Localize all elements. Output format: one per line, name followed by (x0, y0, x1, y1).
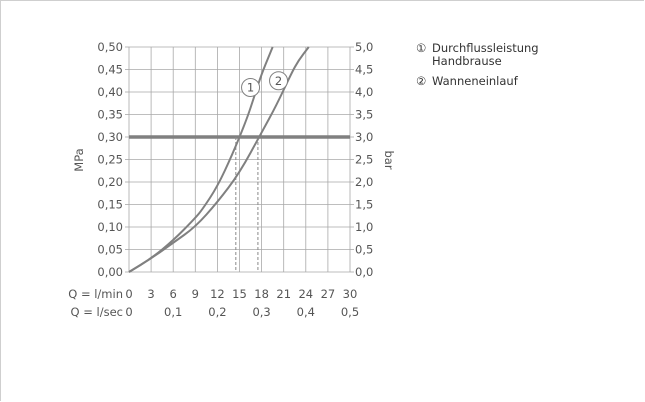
x-tick-label-lsec: 0,3 (252, 305, 270, 319)
y-tick-label-left: 0,00 (97, 265, 123, 279)
y-tick-label-right: 1,0 (355, 220, 373, 234)
x-tick-label-lmin: 27 (321, 287, 336, 301)
y-tick-label-right: 5,0 (355, 40, 373, 54)
y-axis-label-right: bar (382, 150, 396, 169)
y-tick-label-right: 2,5 (355, 153, 373, 167)
x-tick-label-lmin: 12 (210, 287, 225, 301)
x-tick-label-lmin: 30 (343, 287, 358, 301)
y-tick-label-right: 1,5 (355, 198, 373, 212)
series-label-2: 2 (275, 74, 282, 88)
y-tick-label-right: 2,0 (355, 175, 373, 189)
x-tick-label-lmin: 3 (147, 287, 154, 301)
y-axis-label-left: MPa (72, 148, 86, 171)
series-label-circle-2 (269, 71, 289, 91)
series-curve-1 (128, 46, 274, 273)
y-tick-label-left: 0,15 (97, 198, 123, 212)
x-tick-label-lsec: 0,4 (297, 305, 315, 319)
x-tick-label-lmin: 15 (232, 287, 247, 301)
y-tick-label-left: 0,45 (97, 63, 123, 77)
x-tick-label-lmin: 24 (298, 287, 313, 301)
x-tick-label-lmin: 18 (254, 287, 269, 301)
x-tick-label-lmin: 6 (170, 287, 177, 301)
y-tick-label-left: 0,35 (97, 108, 123, 122)
y-tick-label-left: 0,25 (97, 153, 123, 167)
x-tick-label-lmin: 9 (192, 287, 199, 301)
y-tick-label-right: 4,0 (355, 85, 373, 99)
series-label-1: 1 (247, 81, 254, 95)
legend-text-1: Durchflussleistung Handbrause (432, 41, 539, 68)
x-tick-label-lsec: 0 (125, 305, 132, 319)
legend-item-2: ② Wanneneinlauf (416, 75, 616, 88)
legend-symbol-2: ② (416, 74, 427, 88)
y-tick-label-left: 0,50 (97, 40, 123, 54)
x-tick-label-lmin: 21 (276, 287, 291, 301)
y-tick-label-right: 3,5 (355, 108, 373, 122)
legend-text-2: Wanneneinlauf (432, 74, 518, 88)
legend: ① Durchflussleistung Handbrause ② Wannen… (416, 42, 616, 88)
y-tick-label-right: 4,5 (355, 63, 373, 77)
y-tick-label-left: 0,20 (97, 175, 123, 189)
y-tick-label-left: 0,30 (97, 130, 123, 144)
y-tick-label-right: 3,0 (355, 130, 373, 144)
x-tick-label-lsec: 0,1 (164, 305, 182, 319)
y-tick-label-left: 0,05 (97, 243, 123, 257)
series-label-circle-1 (241, 78, 261, 97)
y-tick-label-left: 0,10 (97, 220, 123, 234)
y-tick-label-left: 0,40 (97, 85, 123, 99)
x-axis-label-lsec: Q = l/sec (71, 305, 123, 319)
y-tick-label-right: 0,5 (355, 243, 373, 257)
legend-symbol-1: ① (416, 41, 427, 55)
legend-item-1: ① Durchflussleistung Handbrause (416, 42, 616, 68)
y-tick-label-right: 0,0 (355, 265, 373, 279)
x-tick-label-lsec: 0,5 (341, 305, 359, 319)
x-tick-label-lsec: 0,2 (208, 305, 226, 319)
x-tick-label-lmin: 0 (125, 287, 132, 301)
x-axis-label-lmin: Q = l/min (68, 287, 123, 301)
series-curve-2 (128, 46, 310, 273)
